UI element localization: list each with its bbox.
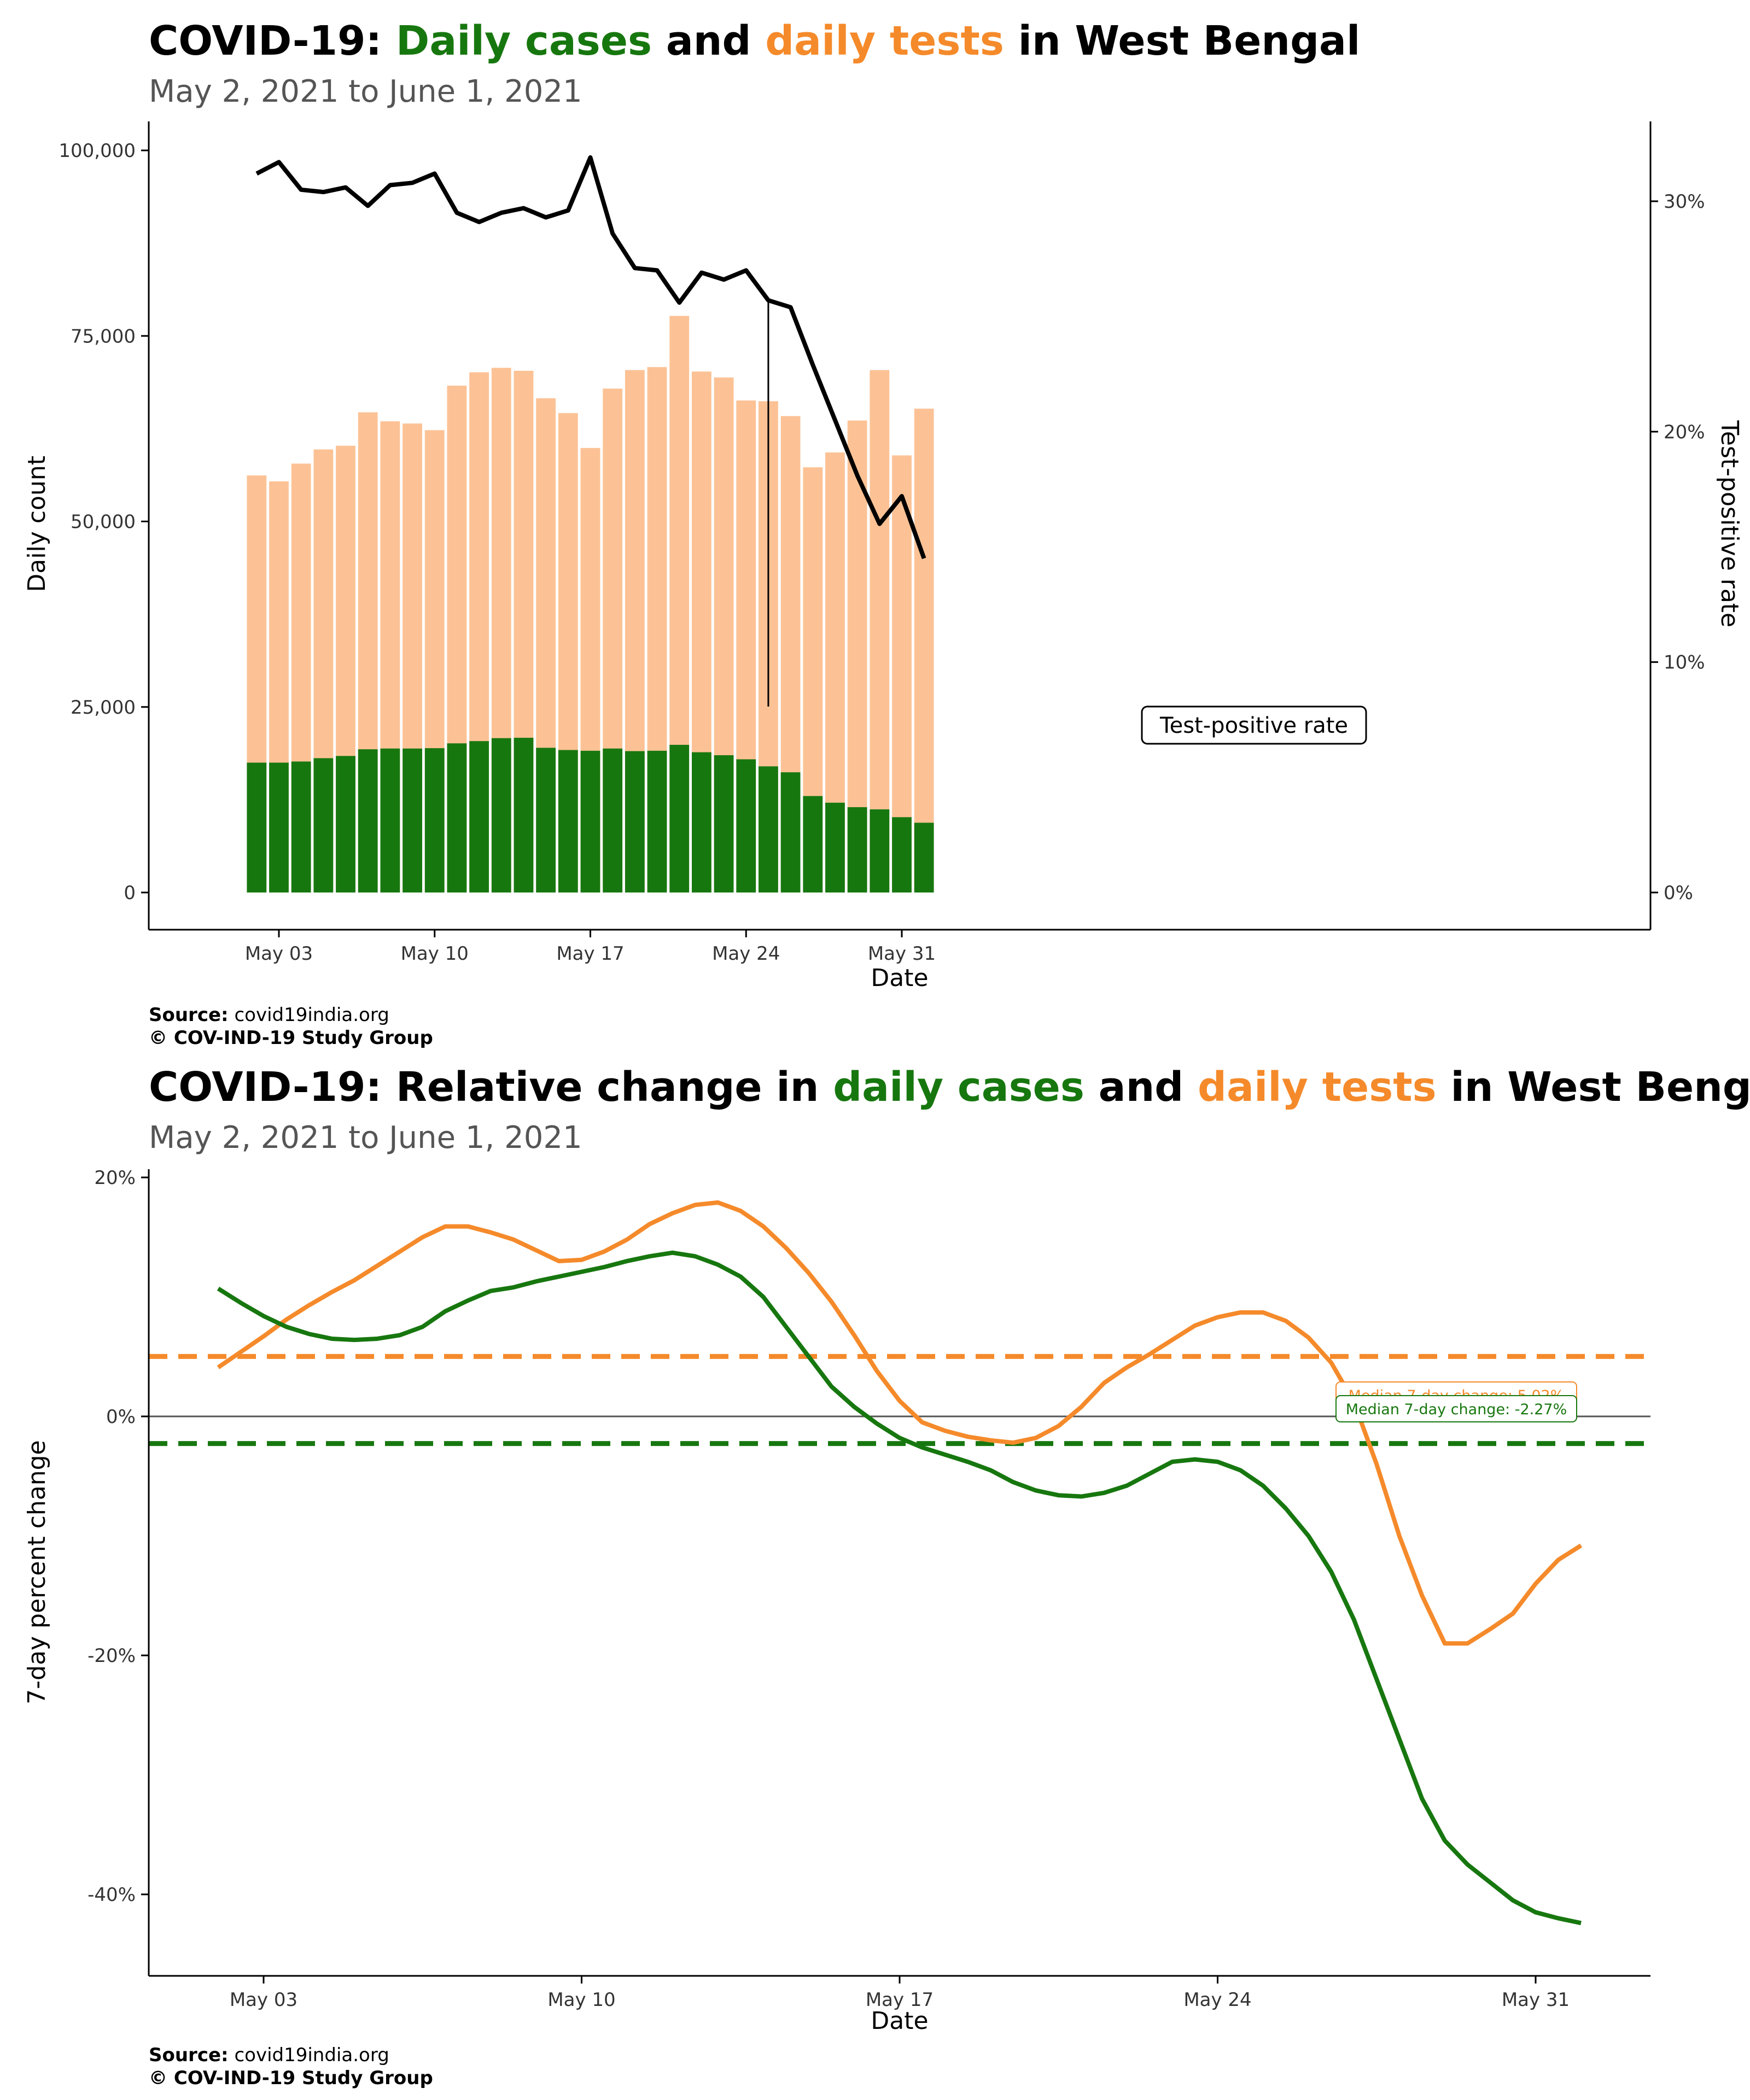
tests-bar	[914, 409, 934, 892]
cases-bar	[336, 756, 355, 892]
y-tick-label: -40%	[88, 1884, 136, 1906]
chart1-title-tests: daily tests	[765, 18, 1004, 65]
cases-bar	[736, 759, 756, 892]
cases-bar	[847, 807, 867, 892]
cases-bar	[780, 772, 801, 892]
y-axis-title: Daily count	[23, 456, 51, 592]
chart1-copyright: © COV-IND-19 Study Group	[149, 1027, 433, 1049]
tpr-line	[255, 155, 926, 559]
annotation-label: Test-positive rate	[1159, 713, 1348, 738]
cases-bar	[313, 758, 334, 892]
chart1-plot: Test-positive rate 0 25,000 50,000 75,000 100…	[23, 121, 1743, 992]
chart2-title: COVID-19: Relative change in daily cases…	[149, 1064, 1750, 1111]
x-axis-title: Date	[871, 2007, 928, 2035]
cases-bar	[625, 751, 645, 892]
chart1-title-suffix: in West Bengal	[1018, 18, 1361, 65]
cases-bar	[759, 766, 778, 892]
chart2-title-mid: and	[1098, 1064, 1184, 1111]
cases-bar	[291, 761, 311, 892]
y-tick-label: 20%	[94, 1167, 136, 1189]
chart2-copyright: © COV-IND-19 Study Group	[149, 2067, 433, 2089]
chart1-source-value: covid19india.org	[234, 1004, 389, 1026]
x-tick-label: May 31	[868, 943, 936, 965]
cases-bar	[892, 817, 912, 892]
cases-bar	[825, 802, 845, 892]
chart1-source: Source: covid19india.org © COV-IND-19 St…	[149, 1004, 433, 1049]
x-tick-label: May 24	[712, 943, 780, 965]
cases-bar	[536, 748, 556, 892]
chart1-source-label: Source:	[149, 1004, 229, 1026]
tests-bar	[870, 370, 890, 892]
y2-axis-title: Test-positive rate	[1716, 420, 1743, 627]
chart2-title-cases: daily cases	[833, 1064, 1084, 1111]
cases-bar	[714, 755, 734, 892]
median-cases-label: Median 7-day change: -2.27%	[1346, 1401, 1567, 1418]
cases-bar	[269, 762, 289, 892]
cases-bar	[469, 741, 489, 892]
cases-bar	[402, 748, 422, 892]
cases-bar	[380, 748, 400, 892]
y2-tick-label: 30%	[1664, 191, 1705, 213]
chart1-subtitle: May 2, 2021 to June 1, 2021	[149, 74, 582, 109]
y-tick-label: 25,000	[71, 697, 136, 719]
y-tick-label: 50,000	[71, 511, 136, 533]
y-tick-label: 0	[124, 882, 136, 904]
cases-bar	[247, 762, 267, 892]
y-axis-title: 7-day percent change	[23, 1440, 51, 1704]
chart2-plot: Median 7-day change: 5.02%Median 7-day c…	[23, 1167, 1650, 2035]
cases-bar	[514, 738, 534, 892]
cases-bar	[914, 822, 934, 892]
chart2-source-label: Source:	[149, 2044, 229, 2066]
y-tick-label: 75,000	[71, 325, 136, 347]
x-tick-label: May 10	[401, 943, 469, 965]
y2-tick-label: 10%	[1664, 652, 1705, 674]
y-tick-label: -20%	[88, 1645, 136, 1667]
cases-bar	[558, 750, 578, 892]
chart2-title-suffix: in West Bengal	[1450, 1064, 1750, 1111]
y2-tick-label: 20%	[1664, 421, 1705, 443]
chart1-title-prefix: COVID-19:	[149, 18, 382, 65]
x-axis-title: Date	[871, 964, 928, 992]
x-tick-label: May 24	[1183, 1989, 1251, 2011]
cases-bar	[669, 744, 690, 892]
cases-bar	[424, 748, 445, 892]
cases-bar	[803, 796, 823, 892]
x-tick-label: May 03	[245, 943, 313, 965]
cases-bar	[358, 749, 378, 892]
cases-change-line	[217, 1250, 1582, 1926]
tests-change-line	[217, 1200, 1583, 1646]
chart2-source-value: covid19india.org	[234, 2044, 389, 2066]
chart2-source: Source: covid19india.org © COV-IND-19 St…	[149, 2044, 433, 2090]
cases-bar	[491, 738, 511, 892]
x-tick-label: May 03	[230, 1989, 298, 2011]
cases-bar	[603, 748, 623, 892]
x-tick-label: May 10	[547, 1989, 615, 2011]
x-tick-label: May 17	[556, 943, 624, 965]
cases-bar	[647, 750, 667, 892]
chart1-title-cases: Daily cases	[395, 18, 652, 65]
cases-bar	[447, 743, 467, 892]
chart1-title: COVID-19: Daily cases and daily tests in…	[149, 18, 1360, 65]
cases-bar	[691, 752, 711, 892]
y-tick-label: 100,000	[59, 140, 136, 162]
median-cases-label-box	[1335, 1395, 1577, 1422]
cases-bar	[870, 809, 890, 892]
chart2-title-prefix: COVID-19: Relative change in	[149, 1064, 819, 1111]
y2-tick-label: 0%	[1664, 882, 1693, 904]
x-tick-label: May 31	[1502, 1989, 1570, 2011]
y-tick-label: 0%	[106, 1406, 136, 1428]
chart2-subtitle: May 2, 2021 to June 1, 2021	[149, 1120, 582, 1156]
annotation-box	[1141, 705, 1367, 745]
chart2-title-tests: daily tests	[1198, 1064, 1437, 1111]
x-tick-label: May 17	[866, 1989, 934, 2011]
chart1-title-mid: and	[666, 18, 751, 65]
cases-bar	[580, 750, 600, 892]
